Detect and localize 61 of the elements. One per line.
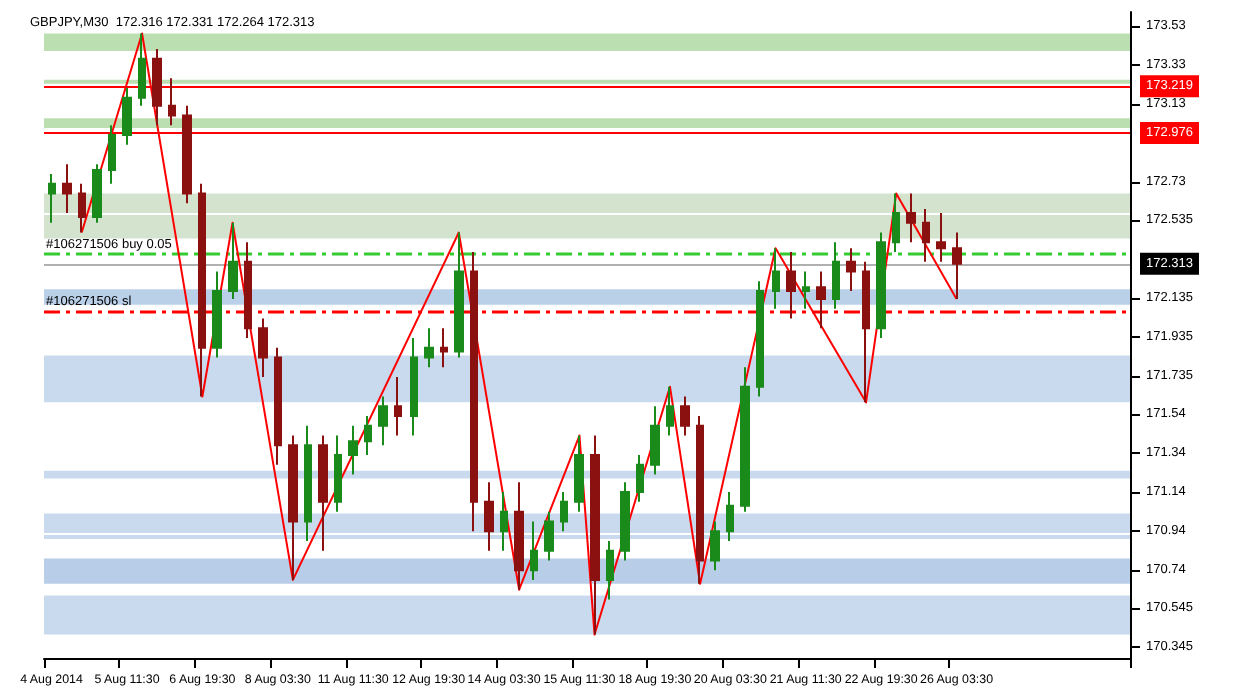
candlestick: [514, 481, 524, 591]
candlestick: [244, 241, 252, 339]
candlestick: [772, 247, 780, 310]
candlestick: [500, 491, 508, 552]
candlestick: [424, 327, 434, 369]
candlestick: [198, 182, 206, 398]
candlestick: [228, 221, 238, 300]
candlestick: [666, 385, 674, 437]
candlestick: [122, 87, 132, 146]
candlestick: [636, 454, 644, 503]
candlestick: [590, 434, 600, 636]
candlestick: [152, 48, 162, 127]
candlestick: [394, 375, 402, 437]
candlestick: [334, 434, 342, 513]
candlestick: [726, 491, 734, 542]
candlestick: [274, 346, 282, 466]
candlestick: [560, 491, 568, 533]
candlestick: [846, 247, 856, 293]
candlestick: [892, 192, 900, 254]
candlestick: [470, 251, 478, 533]
candlestick: [620, 481, 630, 562]
candlestick: [936, 212, 946, 263]
candlestick: [318, 434, 328, 552]
candlestick: [364, 414, 372, 457]
candlestick: [348, 424, 358, 476]
candlestick: [650, 405, 660, 476]
candlestick: [484, 481, 494, 552]
candlestick: [816, 270, 826, 330]
candlestick: [138, 32, 146, 107]
candlestick: [786, 251, 796, 320]
candlestick: [802, 270, 810, 310]
candlestick: [108, 124, 116, 185]
candlestick: [78, 182, 86, 234]
candlestick: [304, 424, 312, 542]
candlestick: [680, 395, 690, 437]
candlestick: [922, 208, 930, 263]
candlestick: [288, 434, 298, 581]
candlestick: [862, 260, 870, 404]
candlestick: [92, 163, 102, 224]
candlestick: [952, 231, 962, 300]
candlestick: [696, 414, 704, 585]
candlestick: [410, 336, 418, 437]
candlestick: [740, 366, 750, 513]
candlestick: [168, 77, 176, 127]
candlestick: [62, 163, 72, 215]
candlestick: [906, 192, 916, 244]
candlestick: [182, 104, 192, 205]
candlestick: [454, 231, 464, 359]
candlestick: [258, 317, 268, 378]
candlestick: [710, 520, 720, 572]
candlestick: [530, 520, 538, 581]
candlestick: [606, 539, 614, 601]
candlestick: [440, 327, 448, 369]
candlestick: [574, 434, 584, 513]
candlestick: [378, 395, 388, 447]
candlestick: [212, 270, 222, 359]
candlestick: [544, 510, 554, 562]
candlestick: [756, 280, 764, 398]
candlestick: [48, 172, 56, 224]
candlestick: [832, 241, 840, 310]
candlestick: [876, 231, 886, 339]
